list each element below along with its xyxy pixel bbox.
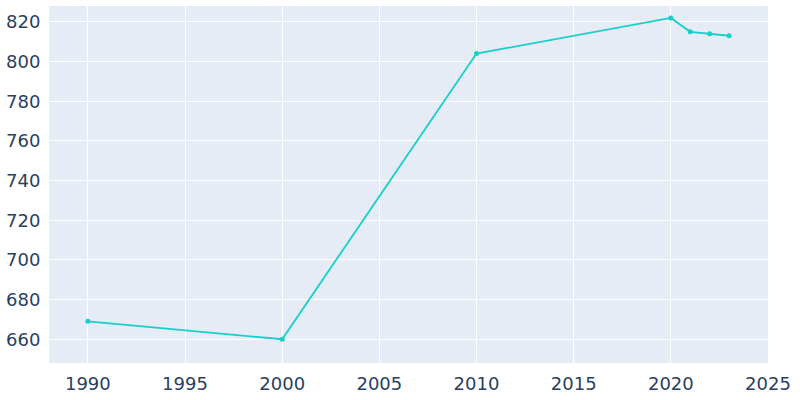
svg-text:680: 680 [6, 289, 40, 310]
svg-text:740: 740 [6, 170, 40, 191]
svg-text:700: 700 [6, 249, 40, 270]
svg-text:660: 660 [6, 329, 40, 350]
svg-text:2010: 2010 [454, 373, 500, 394]
svg-text:2000: 2000 [259, 373, 305, 394]
svg-text:2025: 2025 [745, 373, 791, 394]
svg-text:820: 820 [6, 11, 40, 32]
svg-text:760: 760 [6, 130, 40, 151]
svg-text:2020: 2020 [648, 373, 694, 394]
svg-text:1990: 1990 [65, 373, 111, 394]
svg-text:780: 780 [6, 91, 40, 112]
svg-text:1995: 1995 [162, 373, 208, 394]
svg-text:720: 720 [6, 210, 40, 231]
svg-text:2015: 2015 [551, 373, 597, 394]
svg-text:2005: 2005 [356, 373, 402, 394]
svg-text:800: 800 [6, 51, 40, 72]
